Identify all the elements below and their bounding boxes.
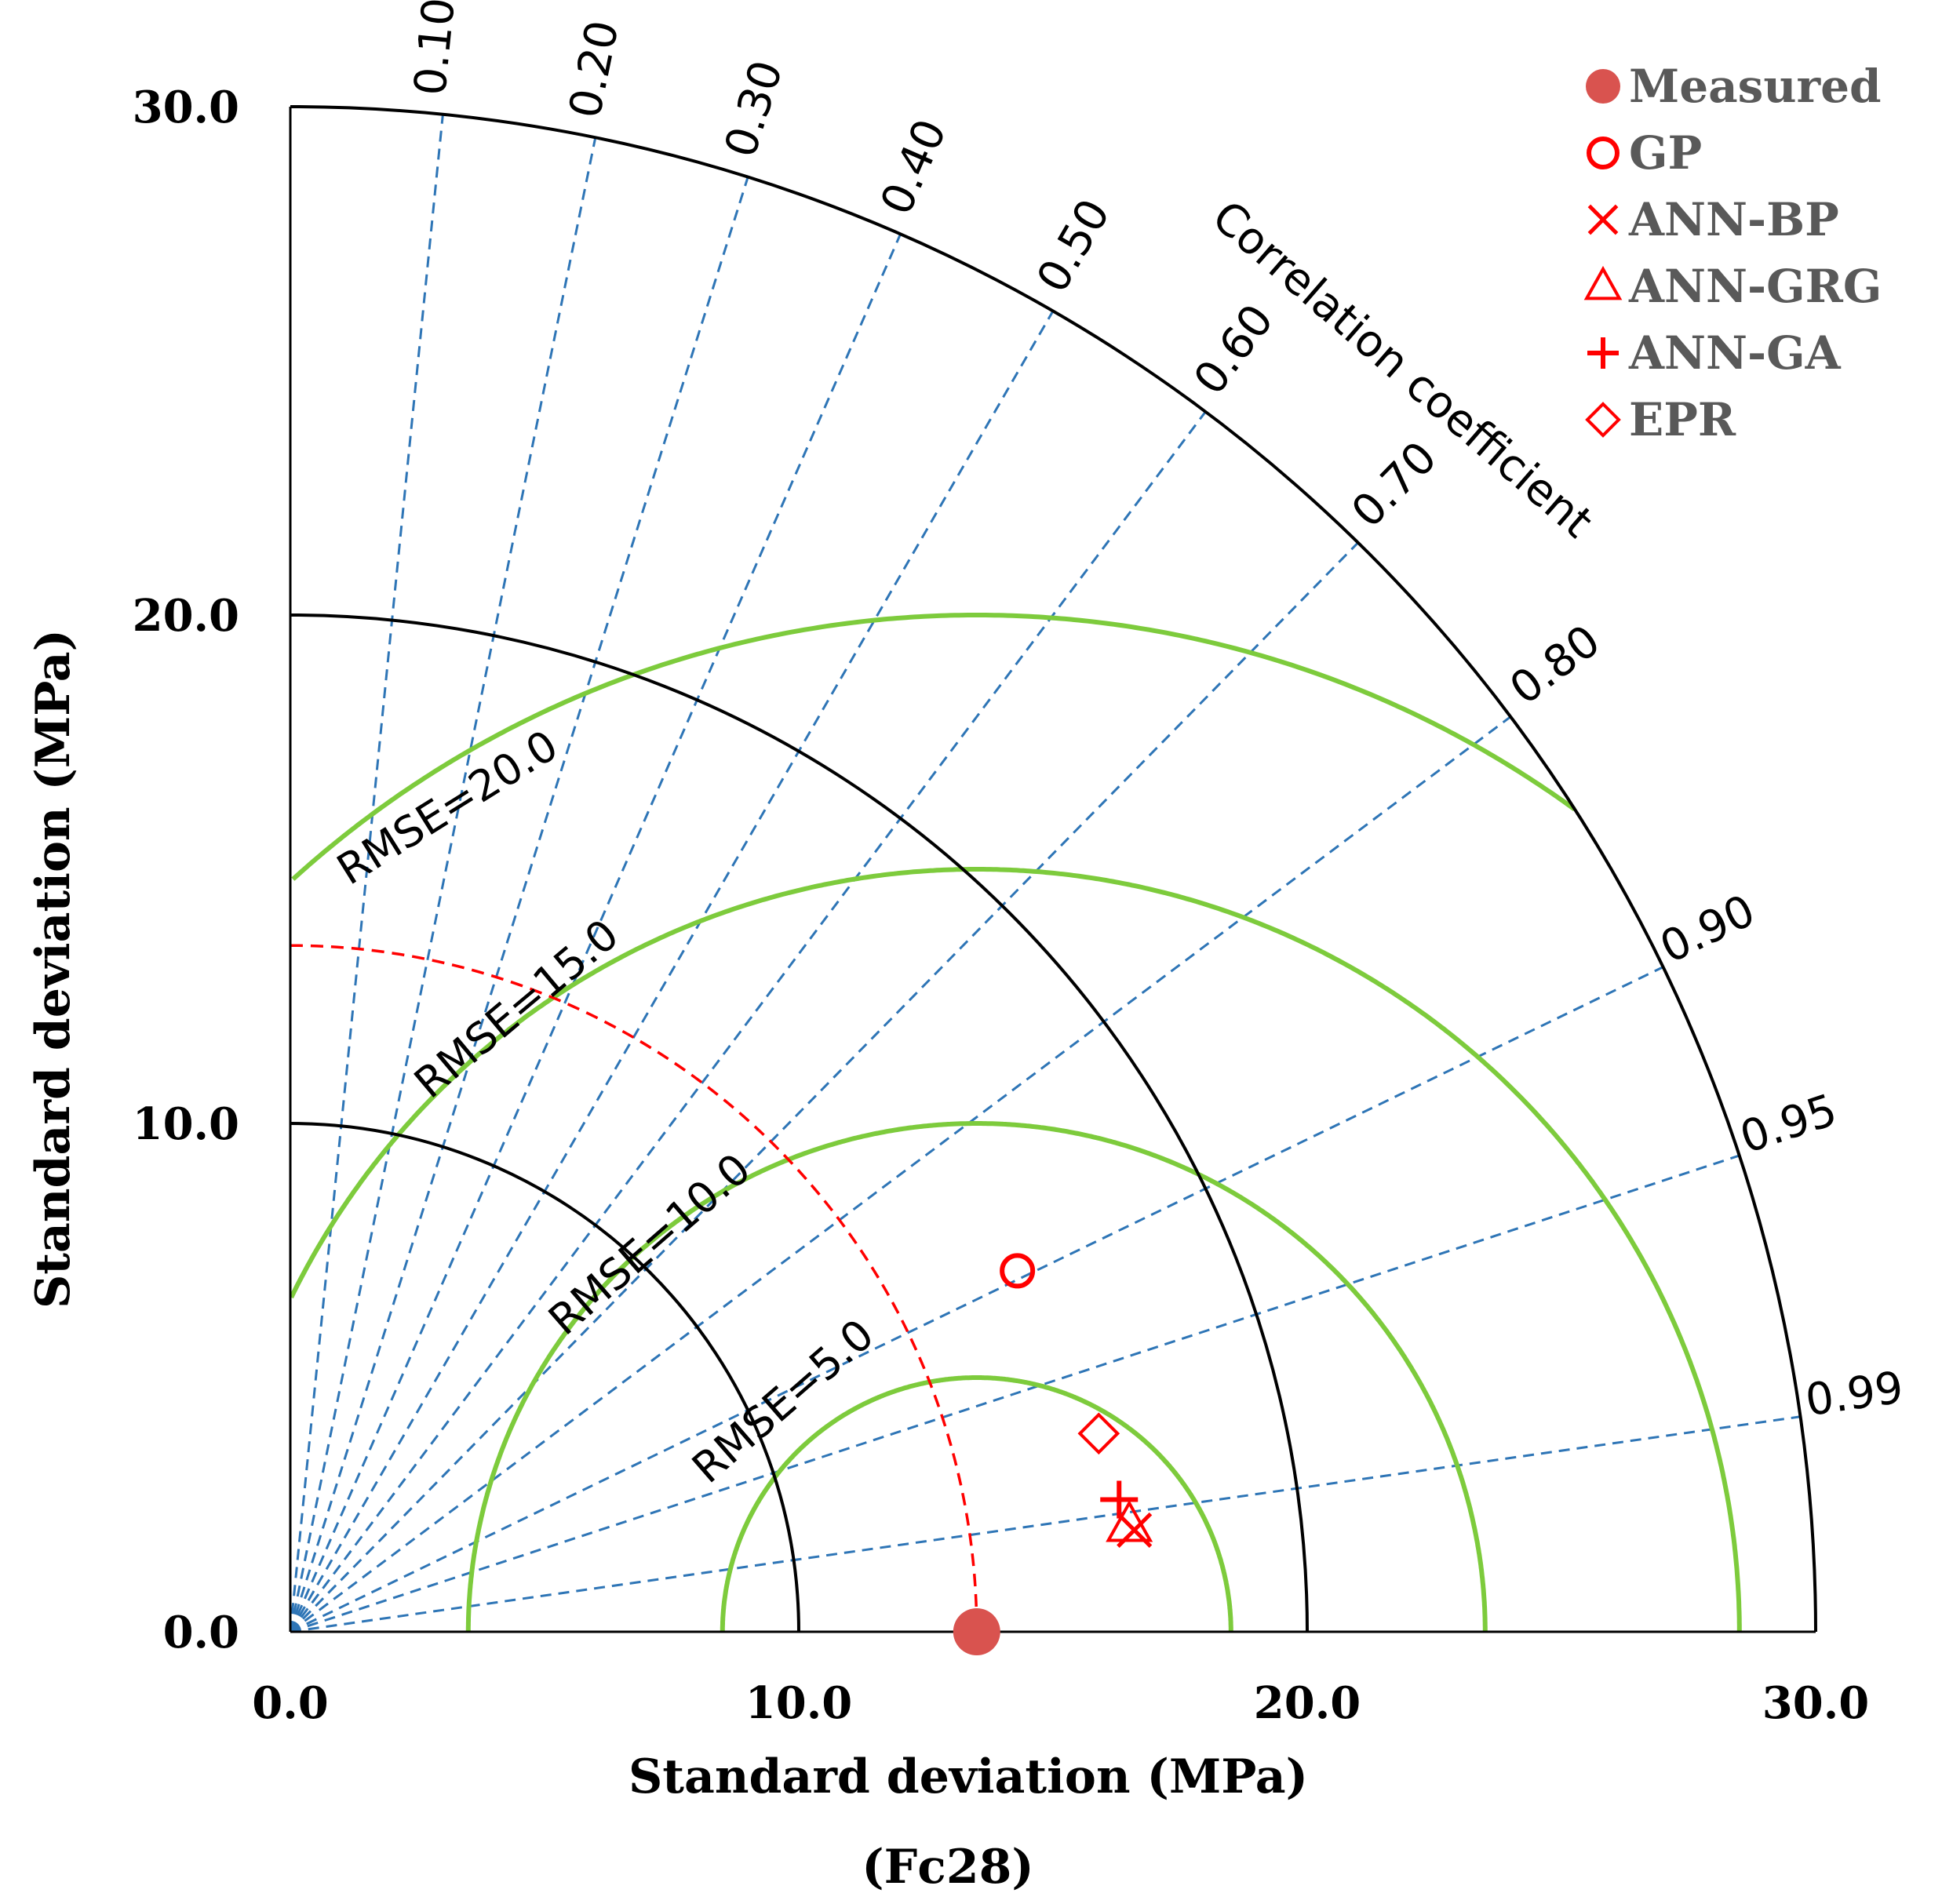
legend-label: Measured [1629,60,1882,113]
y-tick-label: 20.0 [133,590,239,642]
correlation-line-0.60 [289,410,1207,1633]
correlation-line-0.70 [289,541,1359,1633]
legend-marker-epr [1585,402,1621,438]
correlation-line-0.30 [289,177,749,1633]
point-epr [1077,1412,1120,1455]
legend: Measured GP ANN-BP ANN-GRG ANN-GA EPR [1583,60,1882,446]
reference-arc-group [290,944,978,1633]
legend-marker-ann-bp [1587,204,1619,235]
std-arcs-group [290,105,1817,1633]
correlation-line-0.90 [290,966,1664,1633]
correlation-lines-group [289,114,1801,1633]
correlation-label: 0.99 [1802,1362,1907,1426]
correlation-label: 0.20 [559,16,629,122]
data-points-group [953,1253,1153,1655]
y-axis-title: Standard deviation (MPa) [26,629,81,1309]
legend-marker-ann-ga [1587,337,1619,369]
y-tick-label: 0.0 [163,1607,239,1658]
correlation-line-0.10 [289,114,444,1633]
point-ann-grg [1106,1499,1153,1542]
legend-marker-measured [1586,69,1620,104]
legend-label: ANN-GA [1628,326,1842,380]
figure-caption: (Fc28) [862,1840,1033,1895]
axes-group: 0.0 10.0 20.0 30.0 0.0 10.0 20.0 30.0 [133,82,1870,1729]
std-arc-10 [290,1122,800,1633]
legend-label: EPR [1629,393,1736,446]
rmse-label: RMSE=15.0 [405,909,628,1108]
point-measured [953,1608,1000,1655]
x-tick-label: 30.0 [1762,1677,1869,1729]
legend-label: ANN-BP [1628,193,1839,246]
rmse-arc-15 [289,867,1742,1632]
correlation-label: 0.90 [1652,885,1763,974]
correlation-line-0.40 [289,233,902,1633]
x-axis-title: Standard deviation (MPa) [629,1749,1308,1804]
correlation-line-0.20 [289,137,597,1633]
correlation-label: 0.10 [405,0,465,98]
rmse-arc-10 [465,1121,1488,1632]
correlation-label: 0.50 [1027,191,1120,300]
legend-label: ANN-GRG [1628,260,1882,313]
x-tick-label: 0.0 [252,1677,328,1729]
reference-arc [290,944,978,1633]
std-arc-20 [290,613,1309,1633]
correlation-label: 0.80 [1501,615,1610,715]
correlation-label: 0.40 [871,112,956,222]
correlation-line-0.80 [290,715,1512,1633]
y-tick-label: 10.0 [133,1098,239,1150]
point-ann-ga [1100,1480,1139,1519]
y-tick-label: 30.0 [133,82,239,133]
legend-marker-ann-grg [1583,265,1623,300]
correlation-label: 0.60 [1184,295,1284,404]
rmse-arcs-group [289,613,1742,1632]
x-tick-label: 10.0 [745,1677,852,1729]
legend-label: GP [1629,126,1702,180]
correlation-label: 0.30 [715,55,792,163]
rmse-arc-5 [720,1375,1233,1632]
legend-marker-gp [1587,137,1620,169]
correlation-line-0.50 [289,310,1055,1633]
x-tick-label: 20.0 [1254,1677,1361,1729]
rmse-arc-20 [291,613,1576,881]
point-gp [1000,1253,1036,1289]
std-arc-30 [290,105,1817,1633]
correlation-label: 0.70 [1342,432,1447,538]
correlation-line-0.99 [290,1415,1801,1633]
correlation-label: 0.95 [1734,1085,1843,1164]
rmse-label: RMSE=10.0 [539,1144,760,1345]
correlation-line-0.95 [290,1154,1740,1633]
